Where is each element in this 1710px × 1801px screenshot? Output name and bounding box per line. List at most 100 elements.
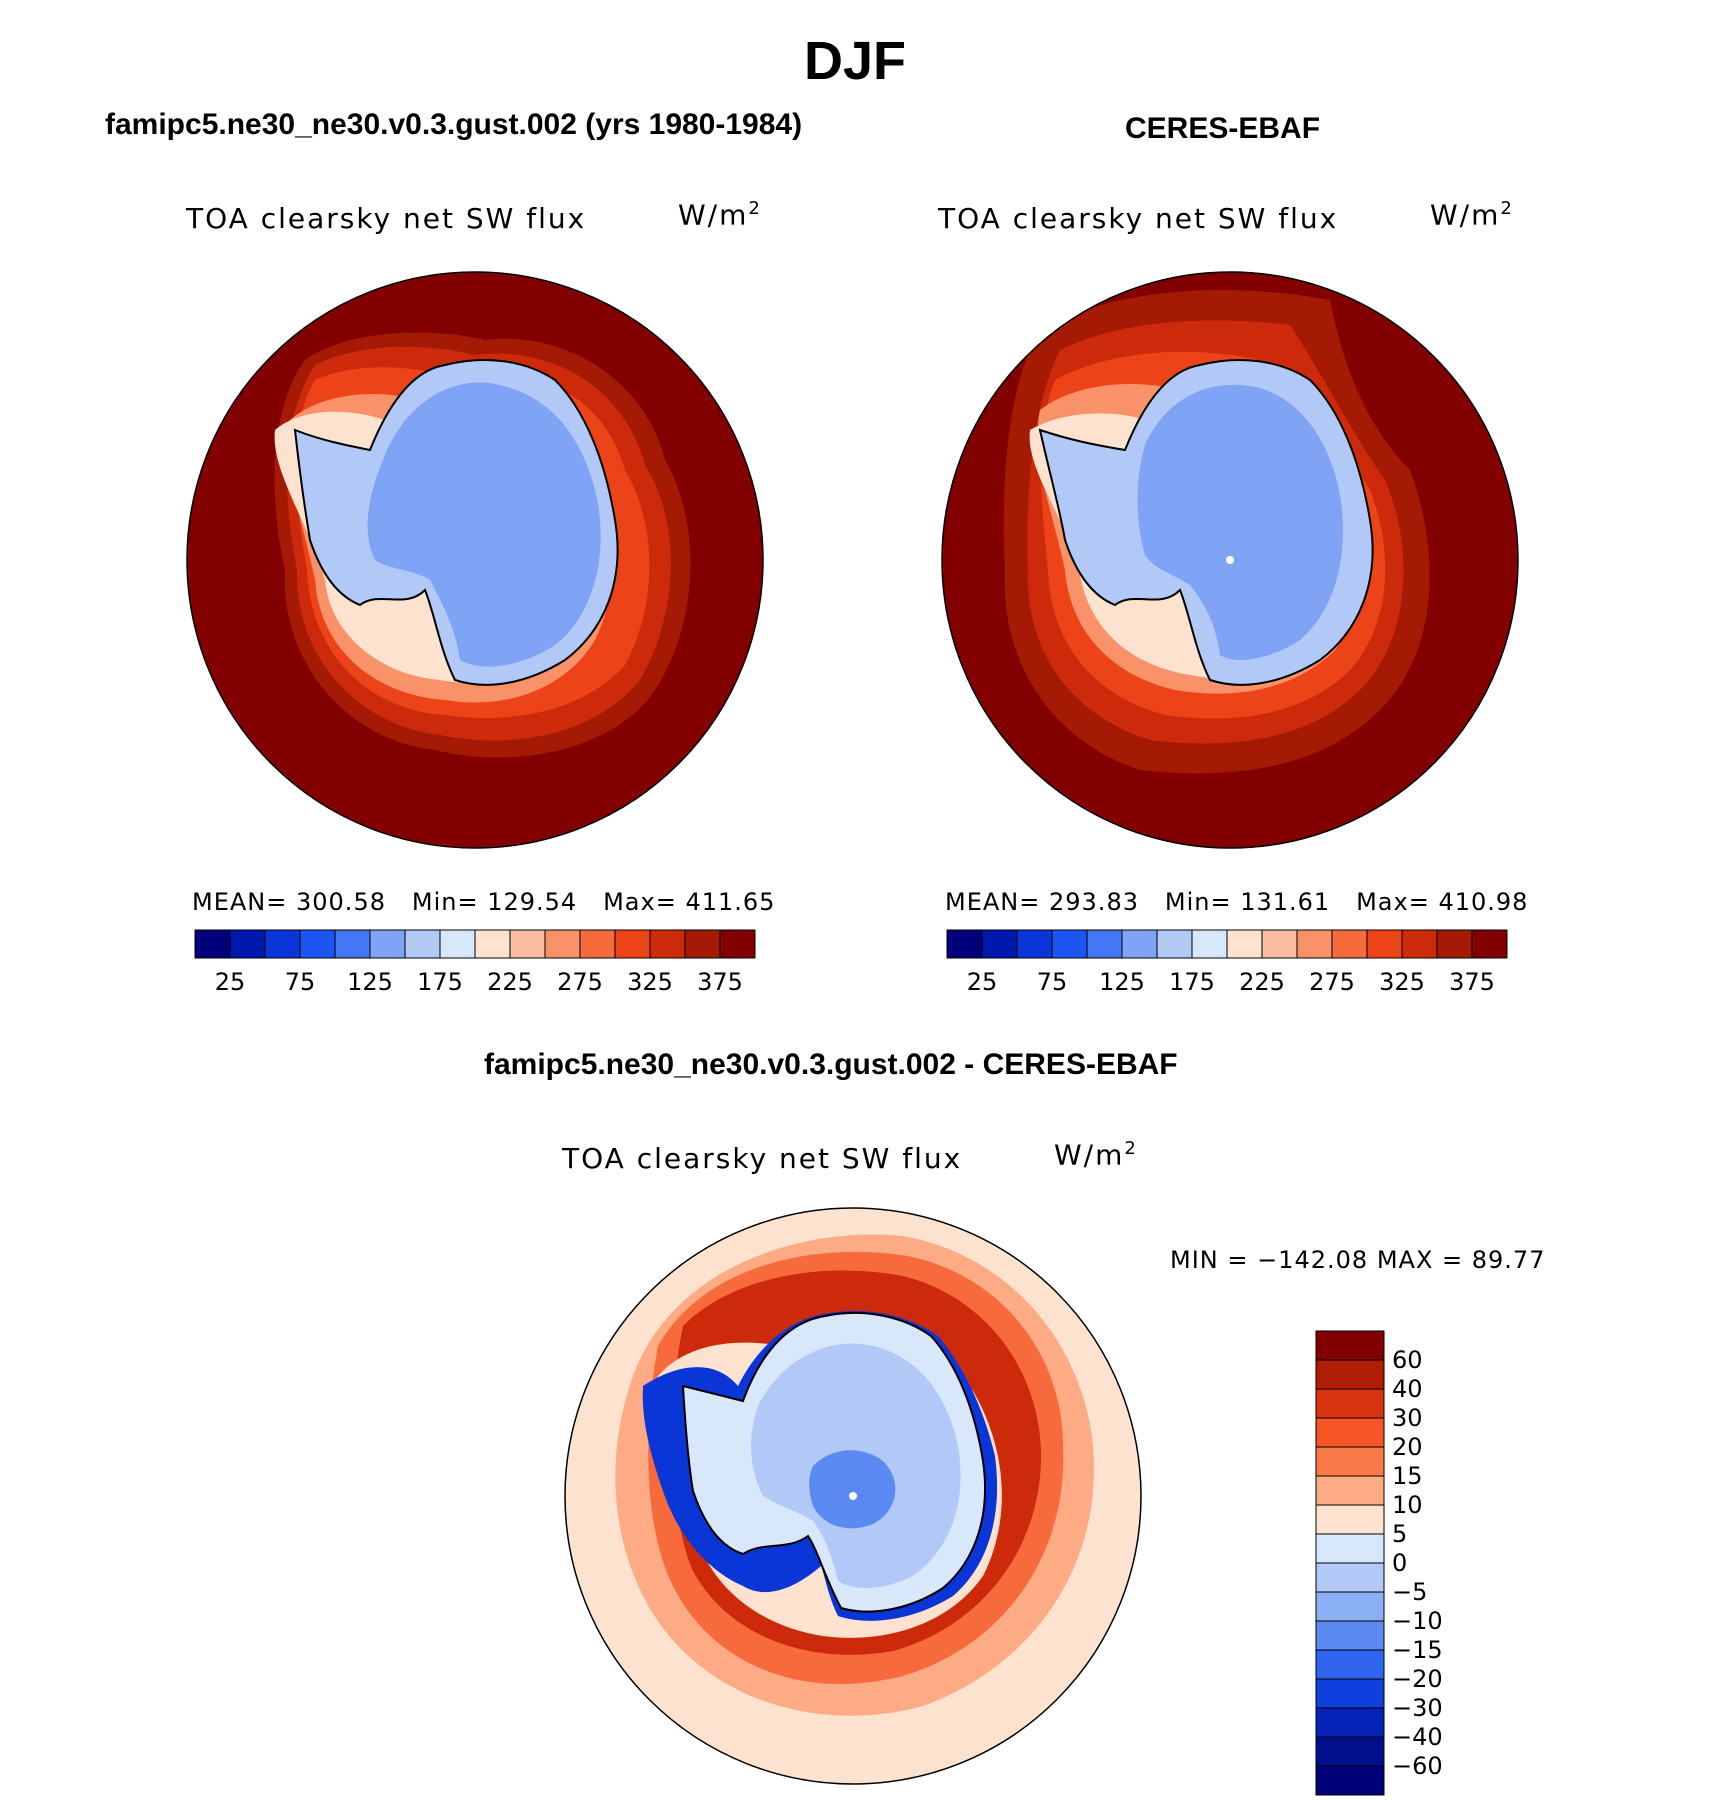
diff-colorbar-swatch: [1315, 1475, 1385, 1506]
right-colorbar-tick-label: 175: [1169, 968, 1215, 996]
diff-variable-label: TOA clearsky net SW flux: [562, 1142, 963, 1175]
diff-colorbar-tick-label: 0: [1392, 1549, 1407, 1577]
diff-colorbar-swatch: [1315, 1446, 1385, 1477]
left-colorbar-tick-label: 175: [417, 968, 463, 996]
diff-colorbar-swatch: [1315, 1533, 1385, 1564]
left-colorbar-swatch: [684, 929, 721, 959]
left-colorbar-swatch: [579, 929, 616, 959]
diff-colorbar-tick-label: 30: [1392, 1404, 1423, 1432]
diff-colorbar-tick-label: 10: [1392, 1491, 1423, 1519]
pole-marker: [1226, 556, 1234, 564]
left-colorbar-tick-label: 325: [627, 968, 673, 996]
right-variable-label: TOA clearsky net SW flux: [938, 202, 1339, 235]
difference-polar-map: [564, 1207, 1142, 1785]
right-colorbar-swatch: [1086, 929, 1123, 959]
left-colorbar-swatch: [334, 929, 371, 959]
right-colorbar-swatch: [1366, 929, 1403, 959]
diff-colorbar-swatch: [1315, 1765, 1385, 1796]
left-colorbar-tick-label: 25: [215, 968, 246, 996]
left-stats: MEAN= 300.58 Min= 129.54 Max= 411.65: [192, 888, 776, 916]
right-panel-subtitle: CERES-EBAF: [1125, 112, 1321, 145]
left-colorbar-swatch: [404, 929, 441, 959]
antarctica-ice-main: [1137, 384, 1344, 660]
left-colorbar-swatch: [474, 929, 511, 959]
right-colorbar-swatch: [1436, 929, 1473, 959]
right-colorbar-swatch: [1296, 929, 1333, 959]
antarctica-ice-main: [367, 382, 601, 667]
right-colorbar-swatch: [981, 929, 1018, 959]
diff-colorbar-tick-label: 20: [1392, 1433, 1423, 1461]
right-colorbar-swatch: [1016, 929, 1053, 959]
diff-colorbar-swatch: [1315, 1649, 1385, 1680]
left-colorbar-swatch: [229, 929, 266, 959]
diff-colorbar-tick-label: 40: [1392, 1375, 1423, 1403]
diff-interior-mid: [809, 1450, 896, 1529]
left-unit-label: W/m2: [678, 198, 762, 232]
right-colorbar-swatch: [1156, 929, 1193, 959]
left-colorbar-tick-label: 75: [285, 968, 316, 996]
diff-colorbar-tick-label: −40: [1392, 1723, 1443, 1751]
right-colorbar-swatch: [1191, 929, 1228, 959]
right-stats: MEAN= 293.83 Min= 131.61 Max= 410.98: [945, 888, 1529, 916]
left-colorbar: 25 75 125 175 225 275 325 375: [194, 929, 756, 996]
left-variable-label: TOA clearsky net SW flux: [186, 202, 587, 235]
diff-colorbar-swatch: [1315, 1736, 1385, 1767]
right-colorbar-tick-label: 125: [1099, 968, 1145, 996]
diff-colorbar-swatch: [1315, 1359, 1385, 1390]
right-colorbar-swatch: [1331, 929, 1368, 959]
right-unit-label: W/m2: [1430, 198, 1514, 232]
right-colorbar: 25 75 125 175 225 275 325 375: [946, 929, 1508, 996]
diff-colorbar-swatch: [1315, 1678, 1385, 1709]
diff-colorbar-tick-label: 60: [1392, 1346, 1423, 1374]
left-colorbar-tick-label: 275: [557, 968, 603, 996]
right-colorbar-tick-label: 25: [967, 968, 998, 996]
left-colorbar-swatch: [649, 929, 686, 959]
left-polar-map: [186, 271, 764, 849]
right-colorbar-tick-label: 375: [1449, 968, 1495, 996]
diff-colorbar-swatch: [1315, 1388, 1385, 1419]
diff-colorbar-tick-label: −20: [1392, 1665, 1443, 1693]
left-colorbar-swatch: [614, 929, 651, 959]
left-colorbar-swatch: [194, 929, 231, 959]
right-polar-map: [941, 271, 1519, 849]
left-colorbar-swatch: [439, 929, 476, 959]
main-title: DJF: [803, 31, 906, 91]
left-colorbar-tick-label: 375: [697, 968, 743, 996]
diff-colorbar-swatch: [1315, 1504, 1385, 1535]
right-colorbar-swatch: [1121, 929, 1158, 959]
right-colorbar-swatch: [1401, 929, 1438, 959]
diff-colorbar-swatch: [1315, 1417, 1385, 1448]
left-colorbar-tick-label: 125: [347, 968, 393, 996]
right-colorbar-swatch: [1226, 929, 1263, 959]
diff-minmax: MIN = −142.08 MAX = 89.77: [1170, 1246, 1546, 1274]
diff-colorbar-tick-label: −5: [1392, 1578, 1427, 1606]
left-colorbar-swatch: [509, 929, 546, 959]
diff-unit-label: W/m2: [1054, 1138, 1138, 1172]
right-colorbar-tick-label: 275: [1309, 968, 1355, 996]
diff-colorbar-tick-label: −15: [1392, 1636, 1443, 1664]
diff-panel-subtitle: famipc5.ne30_ne30.v0.3.gust.002 - CERES-…: [484, 1048, 1178, 1081]
left-colorbar-tick-label: 225: [487, 968, 533, 996]
left-colorbar-swatch: [369, 929, 406, 959]
right-colorbar-swatch: [946, 929, 983, 959]
diff-colorbar-tick-label: −60: [1392, 1752, 1443, 1780]
pole-marker: [849, 1492, 857, 1500]
right-colorbar-swatch: [1051, 929, 1088, 959]
right-colorbar-tick-label: 225: [1239, 968, 1285, 996]
diff-colorbar-swatch: [1315, 1620, 1385, 1651]
right-colorbar-tick-label: 325: [1379, 968, 1425, 996]
right-colorbar-swatch: [1471, 929, 1508, 959]
right-colorbar-swatch: [1261, 929, 1298, 959]
diff-colorbar-tick-label: 15: [1392, 1462, 1423, 1490]
left-colorbar-swatch: [719, 929, 756, 959]
diff-colorbar-swatch: [1315, 1591, 1385, 1622]
diff-colorbar-tick-label: −10: [1392, 1607, 1443, 1635]
left-colorbar-swatch: [299, 929, 336, 959]
diff-colorbar-swatch: [1315, 1707, 1385, 1738]
left-colorbar-swatch: [264, 929, 301, 959]
diff-colorbar-swatch: [1315, 1330, 1385, 1361]
diff-colorbar-tick-label: −30: [1392, 1694, 1443, 1722]
left-colorbar-swatch: [544, 929, 581, 959]
diff-colorbar-swatch: [1315, 1562, 1385, 1593]
